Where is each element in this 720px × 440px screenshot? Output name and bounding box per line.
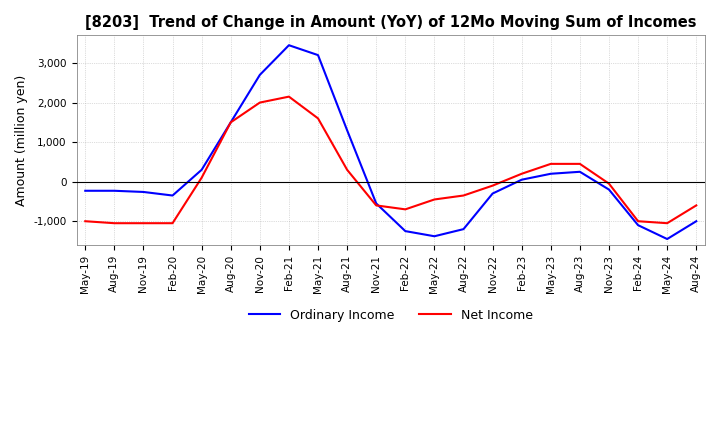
Ordinary Income	[605, 187, 613, 192]
Net Income	[343, 167, 351, 172]
Ordinary Income	[634, 223, 642, 228]
Net Income	[284, 94, 293, 99]
Ordinary Income	[401, 228, 410, 234]
Ordinary Income	[692, 219, 701, 224]
Net Income	[575, 161, 584, 166]
Legend: Ordinary Income, Net Income: Ordinary Income, Net Income	[244, 304, 538, 327]
Ordinary Income	[430, 234, 438, 239]
Ordinary Income	[372, 201, 381, 206]
Ordinary Income	[546, 171, 555, 176]
Net Income	[401, 207, 410, 212]
Line: Net Income: Net Income	[85, 97, 696, 223]
Ordinary Income	[168, 193, 177, 198]
Net Income	[546, 161, 555, 166]
Ordinary Income	[197, 167, 206, 172]
Net Income	[168, 220, 177, 226]
Line: Ordinary Income: Ordinary Income	[85, 45, 696, 239]
Net Income	[372, 203, 381, 208]
Net Income	[459, 193, 468, 198]
Net Income	[488, 183, 497, 188]
Net Income	[226, 120, 235, 125]
Net Income	[692, 203, 701, 208]
Ordinary Income	[110, 188, 119, 194]
Ordinary Income	[459, 227, 468, 232]
Ordinary Income	[488, 191, 497, 196]
Net Income	[139, 220, 148, 226]
Net Income	[197, 175, 206, 180]
Net Income	[314, 116, 323, 121]
Net Income	[634, 219, 642, 224]
Net Income	[81, 219, 89, 224]
Net Income	[110, 220, 119, 226]
Net Income	[430, 197, 438, 202]
Net Income	[663, 220, 672, 226]
Ordinary Income	[256, 72, 264, 77]
Ordinary Income	[284, 43, 293, 48]
Ordinary Income	[314, 52, 323, 58]
Y-axis label: Amount (million yen): Amount (million yen)	[15, 74, 28, 206]
Net Income	[518, 171, 526, 176]
Ordinary Income	[663, 236, 672, 242]
Ordinary Income	[139, 189, 148, 194]
Ordinary Income	[343, 128, 351, 133]
Ordinary Income	[81, 188, 89, 194]
Net Income	[605, 181, 613, 186]
Net Income	[256, 100, 264, 105]
Ordinary Income	[575, 169, 584, 174]
Title: [8203]  Trend of Change in Amount (YoY) of 12Mo Moving Sum of Incomes: [8203] Trend of Change in Amount (YoY) o…	[85, 15, 696, 30]
Ordinary Income	[518, 177, 526, 182]
Ordinary Income	[226, 120, 235, 125]
